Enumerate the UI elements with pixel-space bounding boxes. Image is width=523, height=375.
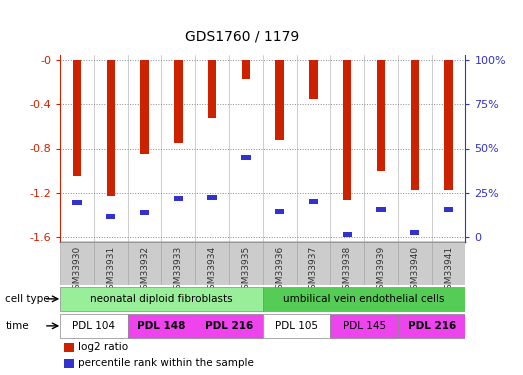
Text: PDL 105: PDL 105 bbox=[275, 321, 318, 331]
Bar bbox=[241, 155, 251, 160]
Bar bbox=[208, 60, 217, 118]
Bar bbox=[377, 207, 385, 212]
FancyBboxPatch shape bbox=[60, 314, 128, 338]
Text: GSM33935: GSM33935 bbox=[242, 246, 251, 295]
FancyBboxPatch shape bbox=[128, 242, 162, 285]
FancyBboxPatch shape bbox=[128, 314, 195, 338]
FancyBboxPatch shape bbox=[331, 314, 398, 338]
Text: PDL 145: PDL 145 bbox=[343, 321, 385, 331]
Text: GSM33933: GSM33933 bbox=[174, 246, 183, 295]
Bar bbox=[309, 199, 318, 204]
Bar bbox=[107, 60, 115, 196]
Bar bbox=[377, 60, 385, 171]
Bar bbox=[140, 60, 149, 154]
Bar bbox=[343, 60, 351, 200]
Bar bbox=[106, 214, 116, 219]
FancyBboxPatch shape bbox=[398, 242, 431, 285]
Text: PDL 148: PDL 148 bbox=[138, 321, 186, 331]
Text: umbilical vein endothelial cells: umbilical vein endothelial cells bbox=[283, 294, 445, 304]
Text: GSM33930: GSM33930 bbox=[73, 246, 82, 295]
Bar bbox=[174, 60, 183, 143]
FancyBboxPatch shape bbox=[162, 242, 195, 285]
Text: log2 ratio: log2 ratio bbox=[78, 342, 129, 352]
FancyBboxPatch shape bbox=[364, 242, 398, 285]
Text: GSM33936: GSM33936 bbox=[275, 246, 284, 295]
Bar bbox=[411, 60, 419, 190]
FancyBboxPatch shape bbox=[297, 242, 331, 285]
FancyBboxPatch shape bbox=[263, 242, 297, 285]
Bar bbox=[72, 200, 82, 205]
Bar bbox=[309, 60, 317, 99]
FancyBboxPatch shape bbox=[94, 242, 128, 285]
Bar bbox=[64, 358, 74, 368]
Bar bbox=[276, 60, 284, 140]
Bar bbox=[140, 210, 149, 215]
Text: time: time bbox=[5, 321, 29, 331]
FancyBboxPatch shape bbox=[398, 314, 465, 338]
Bar bbox=[410, 230, 419, 235]
Text: GDS1760 / 1179: GDS1760 / 1179 bbox=[185, 30, 299, 44]
Bar bbox=[444, 207, 453, 212]
Text: GSM33937: GSM33937 bbox=[309, 246, 318, 295]
Bar bbox=[73, 60, 81, 176]
FancyBboxPatch shape bbox=[195, 242, 229, 285]
Text: GSM33931: GSM33931 bbox=[106, 246, 115, 295]
Text: PDL 216: PDL 216 bbox=[205, 321, 253, 331]
Bar bbox=[174, 196, 183, 201]
Text: neonatal diploid fibroblasts: neonatal diploid fibroblasts bbox=[90, 294, 233, 304]
Bar bbox=[445, 60, 453, 190]
Text: GSM33939: GSM33939 bbox=[377, 246, 385, 295]
FancyBboxPatch shape bbox=[229, 242, 263, 285]
Bar bbox=[275, 209, 285, 214]
Text: GSM33934: GSM33934 bbox=[208, 246, 217, 295]
FancyBboxPatch shape bbox=[263, 287, 465, 311]
Text: GSM33941: GSM33941 bbox=[444, 246, 453, 295]
FancyBboxPatch shape bbox=[60, 242, 94, 285]
Text: GSM33938: GSM33938 bbox=[343, 246, 352, 295]
FancyBboxPatch shape bbox=[431, 242, 465, 285]
Text: GSM33940: GSM33940 bbox=[411, 246, 419, 295]
Text: PDL 216: PDL 216 bbox=[407, 321, 456, 331]
Bar bbox=[208, 195, 217, 200]
FancyBboxPatch shape bbox=[195, 314, 263, 338]
FancyBboxPatch shape bbox=[331, 242, 364, 285]
Text: GSM33932: GSM33932 bbox=[140, 246, 149, 295]
Text: PDL 104: PDL 104 bbox=[72, 321, 116, 331]
Text: percentile rank within the sample: percentile rank within the sample bbox=[78, 358, 254, 368]
Bar bbox=[242, 60, 250, 79]
FancyBboxPatch shape bbox=[263, 314, 331, 338]
Text: cell type: cell type bbox=[5, 294, 50, 304]
FancyBboxPatch shape bbox=[60, 287, 263, 311]
Bar bbox=[343, 232, 352, 237]
Bar bbox=[64, 343, 74, 352]
